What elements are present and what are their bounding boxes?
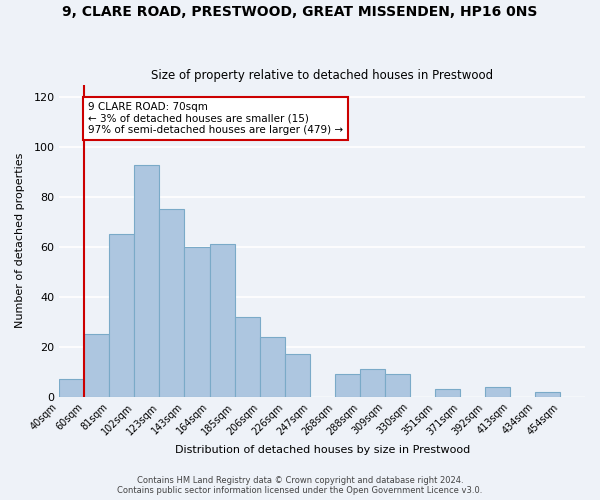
Bar: [485, 387, 510, 397]
Bar: [59, 380, 85, 397]
Title: Size of property relative to detached houses in Prestwood: Size of property relative to detached ho…: [151, 69, 493, 82]
Bar: [360, 370, 385, 397]
Bar: [260, 337, 284, 397]
Text: 9 CLARE ROAD: 70sqm
← 3% of detached houses are smaller (15)
97% of semi-detache: 9 CLARE ROAD: 70sqm ← 3% of detached hou…: [88, 102, 343, 135]
Bar: [535, 392, 560, 397]
Bar: [209, 244, 235, 397]
Bar: [435, 390, 460, 397]
Bar: [235, 317, 260, 397]
Text: 9, CLARE ROAD, PRESTWOOD, GREAT MISSENDEN, HP16 0NS: 9, CLARE ROAD, PRESTWOOD, GREAT MISSENDE…: [62, 5, 538, 19]
X-axis label: Distribution of detached houses by size in Prestwood: Distribution of detached houses by size …: [175, 445, 470, 455]
Text: Contains HM Land Registry data © Crown copyright and database right 2024.
Contai: Contains HM Land Registry data © Crown c…: [118, 476, 482, 495]
Bar: [85, 334, 109, 397]
Y-axis label: Number of detached properties: Number of detached properties: [15, 153, 25, 328]
Bar: [335, 374, 360, 397]
Bar: [160, 210, 184, 397]
Bar: [184, 247, 209, 397]
Bar: [385, 374, 410, 397]
Bar: [284, 354, 310, 397]
Bar: [109, 234, 134, 397]
Bar: [134, 164, 160, 397]
